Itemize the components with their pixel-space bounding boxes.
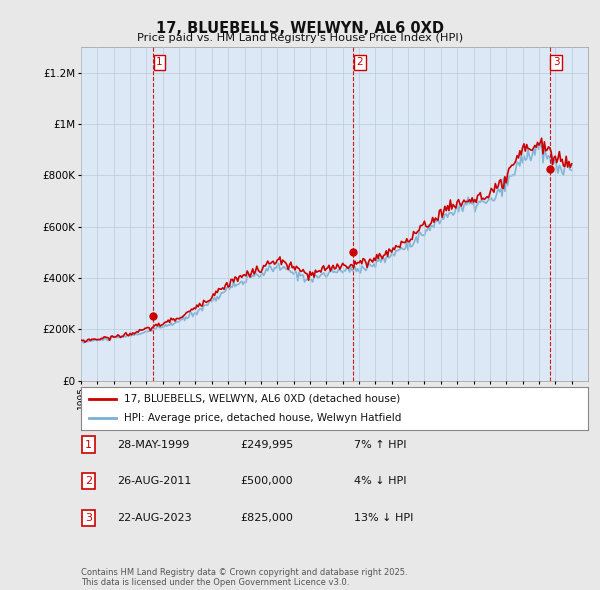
Text: £500,000: £500,000 (240, 476, 293, 486)
Text: £249,995: £249,995 (240, 440, 293, 450)
Text: 1: 1 (156, 57, 163, 67)
Text: Contains HM Land Registry data © Crown copyright and database right 2025.
This d: Contains HM Land Registry data © Crown c… (81, 568, 407, 587)
Text: 17, BLUEBELLS, WELWYN, AL6 0XD: 17, BLUEBELLS, WELWYN, AL6 0XD (156, 21, 444, 35)
Text: 22-AUG-2023: 22-AUG-2023 (117, 513, 191, 523)
Text: 1: 1 (85, 440, 92, 450)
Text: 28-MAY-1999: 28-MAY-1999 (117, 440, 190, 450)
Text: 13% ↓ HPI: 13% ↓ HPI (354, 513, 413, 523)
Text: Price paid vs. HM Land Registry's House Price Index (HPI): Price paid vs. HM Land Registry's House … (137, 33, 463, 43)
Text: 3: 3 (553, 57, 559, 67)
Text: 7% ↑ HPI: 7% ↑ HPI (354, 440, 407, 450)
Text: HPI: Average price, detached house, Welwyn Hatfield: HPI: Average price, detached house, Welw… (124, 412, 401, 422)
Bar (572, 47, 588, 381)
Text: 4% ↓ HPI: 4% ↓ HPI (354, 476, 407, 486)
Text: 17, BLUEBELLS, WELWYN, AL6 0XD (detached house): 17, BLUEBELLS, WELWYN, AL6 0XD (detached… (124, 394, 400, 404)
Text: £825,000: £825,000 (240, 513, 293, 523)
Text: 26-AUG-2011: 26-AUG-2011 (117, 476, 191, 486)
Text: 3: 3 (85, 513, 92, 523)
Text: 2: 2 (356, 57, 363, 67)
Text: 2: 2 (85, 476, 92, 486)
